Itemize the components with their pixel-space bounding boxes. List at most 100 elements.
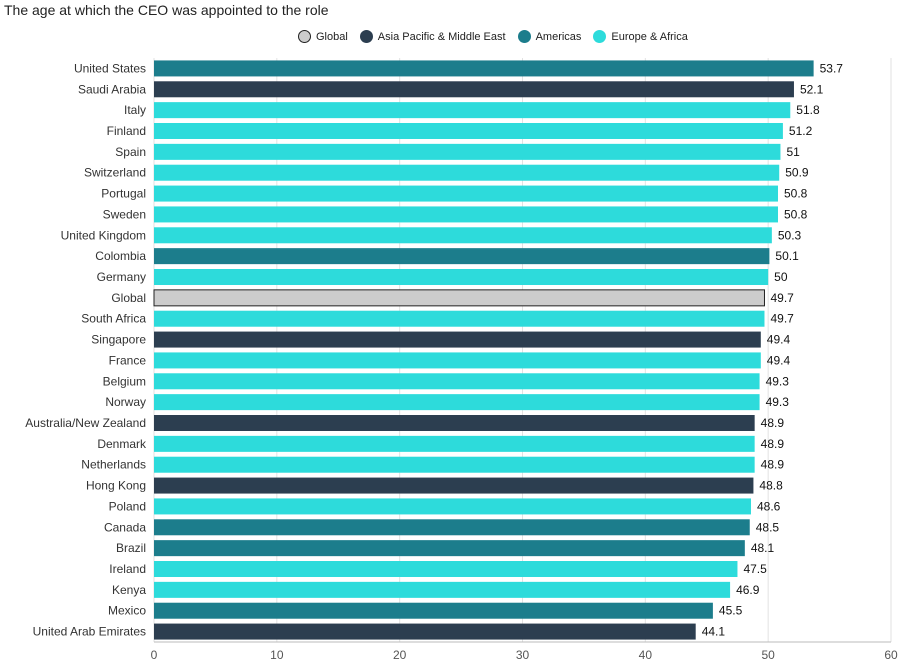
category-label: Spain bbox=[115, 145, 146, 159]
legend-label: Europe & Africa bbox=[611, 30, 688, 43]
x-tick-label: 20 bbox=[393, 648, 407, 662]
bar bbox=[154, 394, 760, 411]
data-label: 53.7 bbox=[820, 61, 844, 75]
category-label: Finland bbox=[107, 124, 146, 138]
bar bbox=[154, 143, 781, 160]
x-tick-label: 0 bbox=[151, 648, 158, 662]
bar bbox=[154, 435, 755, 452]
bar bbox=[154, 310, 765, 327]
data-label: 49.3 bbox=[766, 395, 790, 409]
bar bbox=[154, 123, 783, 139]
category-label: Brazil bbox=[116, 541, 146, 555]
data-label: 46.9 bbox=[736, 583, 760, 597]
data-label: 50.3 bbox=[778, 228, 802, 242]
bar bbox=[154, 415, 755, 431]
data-label: 50.8 bbox=[784, 207, 808, 221]
legend-item-americas[interactable]: Americas bbox=[517, 30, 582, 43]
category-label: Ireland bbox=[109, 562, 146, 576]
category-label: Germany bbox=[97, 270, 146, 284]
data-label: 49.7 bbox=[770, 312, 794, 326]
category-label: Netherlands bbox=[81, 458, 146, 472]
data-label: 44.1 bbox=[702, 625, 726, 639]
legend-label: Global bbox=[316, 30, 348, 43]
legend-item-europe-africa[interactable]: Europe & Africa bbox=[593, 30, 688, 43]
data-label: 47.5 bbox=[743, 562, 767, 576]
bar bbox=[154, 60, 814, 77]
category-label: Singapore bbox=[91, 333, 146, 347]
data-label: 51.8 bbox=[796, 103, 820, 117]
bar bbox=[154, 269, 769, 285]
category-label: Global bbox=[111, 291, 146, 305]
data-label: 48.6 bbox=[757, 499, 781, 513]
data-label: 49.7 bbox=[770, 291, 794, 305]
category-label: Belgium bbox=[103, 374, 146, 388]
legend-label: Asia Pacific & Middle East bbox=[377, 30, 506, 43]
data-label: 49.4 bbox=[767, 333, 791, 347]
x-tick-label: 30 bbox=[516, 648, 530, 662]
legend-label: Americas bbox=[535, 30, 582, 43]
legend-swatch-asia-pacific bbox=[359, 30, 373, 43]
category-label: Poland bbox=[109, 499, 146, 513]
data-label: 48.8 bbox=[759, 479, 783, 493]
bar bbox=[154, 623, 696, 640]
data-label: 50.9 bbox=[785, 166, 809, 180]
legend-swatch-global bbox=[298, 30, 311, 43]
category-label: Australia/New Zealand bbox=[25, 416, 146, 430]
x-tick-label: 40 bbox=[639, 648, 653, 662]
category-label: Denmark bbox=[97, 437, 147, 451]
bar bbox=[154, 561, 738, 577]
data-label: 45.5 bbox=[719, 604, 743, 618]
bar bbox=[154, 519, 750, 536]
data-label: 48.9 bbox=[761, 458, 785, 472]
category-label: United States bbox=[74, 61, 146, 75]
data-label: 48.9 bbox=[761, 416, 785, 430]
data-label: 48.5 bbox=[756, 520, 780, 534]
legend: Global Asia Pacific & Middle East Americ… bbox=[298, 30, 688, 43]
category-label: South Africa bbox=[81, 312, 146, 326]
legend-swatch-americas bbox=[517, 30, 531, 43]
category-label: United Kingdom bbox=[61, 228, 146, 242]
data-label: 50.8 bbox=[784, 187, 808, 201]
category-label: Saudi Arabia bbox=[78, 82, 146, 96]
bar bbox=[154, 581, 731, 598]
bar bbox=[154, 331, 761, 348]
legend-swatch-europe-africa bbox=[593, 30, 607, 43]
bar bbox=[154, 373, 760, 390]
category-label: Norway bbox=[105, 395, 146, 409]
bar bbox=[153, 289, 765, 307]
x-tick-label: 10 bbox=[270, 648, 284, 662]
bar bbox=[154, 456, 755, 473]
category-label: Sweden bbox=[103, 207, 146, 221]
data-label: 50 bbox=[774, 270, 788, 284]
bar bbox=[154, 164, 780, 181]
bar bbox=[154, 540, 745, 557]
category-label: Italy bbox=[124, 103, 146, 117]
data-label: 50.1 bbox=[775, 249, 799, 263]
category-label: Canada bbox=[104, 520, 146, 534]
legend-item-global[interactable]: Global bbox=[298, 30, 348, 43]
category-label: Mexico bbox=[108, 604, 146, 618]
category-label: Colombia bbox=[95, 249, 146, 263]
data-label: 48.9 bbox=[761, 437, 785, 451]
data-label: 48.1 bbox=[751, 541, 775, 555]
bar bbox=[154, 602, 713, 619]
bar bbox=[154, 477, 754, 494]
chart-title: The age at which the CEO was appointed t… bbox=[4, 2, 329, 18]
x-tick-label: 60 bbox=[884, 648, 898, 662]
bar bbox=[154, 81, 794, 98]
data-label: 49.4 bbox=[767, 353, 791, 367]
data-label: 51.2 bbox=[789, 124, 813, 138]
data-label: 52.1 bbox=[800, 82, 824, 96]
category-label: Hong Kong bbox=[86, 479, 146, 493]
category-label: Portugal bbox=[101, 187, 146, 201]
bar bbox=[154, 352, 761, 369]
data-label: 49.3 bbox=[766, 374, 790, 388]
bar bbox=[154, 248, 770, 265]
x-tick-label: 50 bbox=[761, 648, 775, 662]
bar bbox=[154, 227, 772, 244]
bar bbox=[154, 102, 791, 119]
category-label: Switzerland bbox=[84, 166, 146, 180]
legend-item-asia-pacific[interactable]: Asia Pacific & Middle East bbox=[359, 30, 506, 43]
category-label: Kenya bbox=[112, 583, 146, 597]
